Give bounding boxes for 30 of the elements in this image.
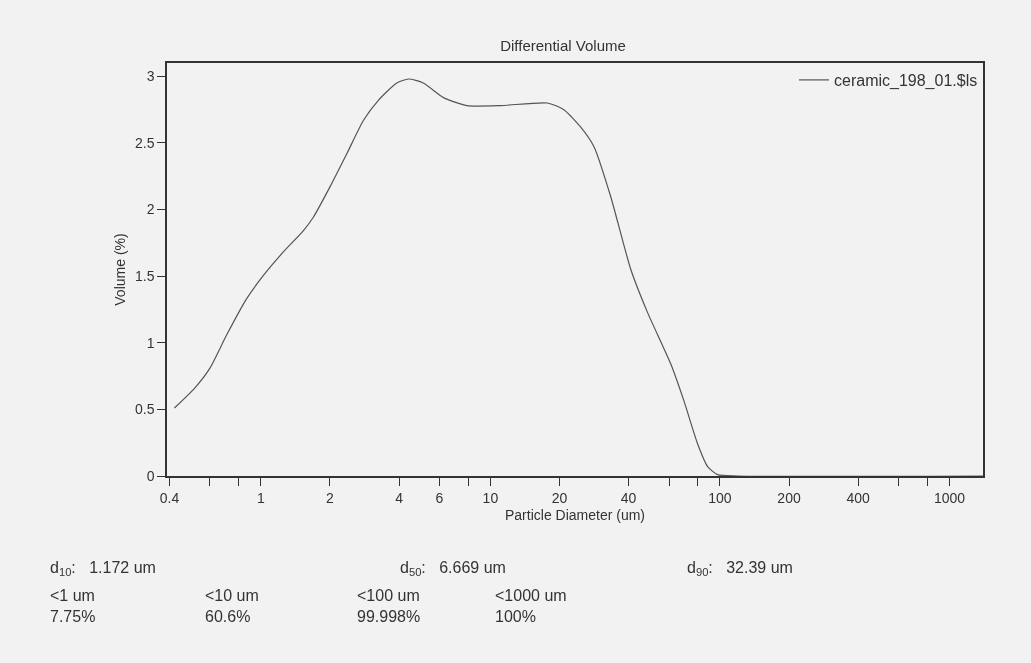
x-tick-label: 1000 — [933, 489, 966, 506]
x-tick-label: 200 — [777, 489, 801, 506]
x-tick-label: 40 — [620, 489, 637, 506]
y-tick-label: 3 — [146, 68, 155, 85]
y-tick-label: 1.5 — [134, 268, 155, 285]
text: d$_{10}$: 1.172 um — [50, 559, 156, 579]
text: <10 um 60.6% — [205, 587, 259, 625]
y-tick-label: 1 — [146, 334, 155, 351]
y-axis-title: Volume (%) — [112, 233, 129, 306]
x-tick-label: 20 — [551, 489, 568, 506]
text: d$_{90}$: 32.39 um — [687, 559, 793, 579]
x-axis-title: Particle Diameter (um) — [504, 507, 646, 524]
chart-title: Differential Volume — [500, 37, 626, 55]
x-tick-label: 10 — [482, 489, 499, 506]
text: d$_{50}$: 6.669 um — [400, 559, 506, 579]
text: <1000 um 100% — [495, 587, 567, 625]
x-tick-label: 6 — [435, 489, 444, 506]
x-tick-label: 4 — [395, 489, 404, 506]
text: <1 um 7.75% — [50, 587, 96, 625]
y-tick-label: 2.5 — [134, 134, 155, 151]
x-tick-label: 2 — [326, 489, 335, 506]
legend-label: ceramic_198_01.$ls — [834, 72, 978, 91]
text: <100 um 99.998% — [357, 587, 421, 625]
y-tick-label: 0.5 — [134, 401, 155, 418]
x-tick-label: 100 — [708, 489, 732, 506]
y-tick-label: 0 — [146, 467, 155, 484]
x-tick-label: 0.4 — [159, 489, 180, 506]
x-tick-label: 400 — [846, 489, 871, 506]
x-tick-label: 1 — [256, 489, 265, 506]
y-tick-label: 2 — [146, 201, 155, 218]
